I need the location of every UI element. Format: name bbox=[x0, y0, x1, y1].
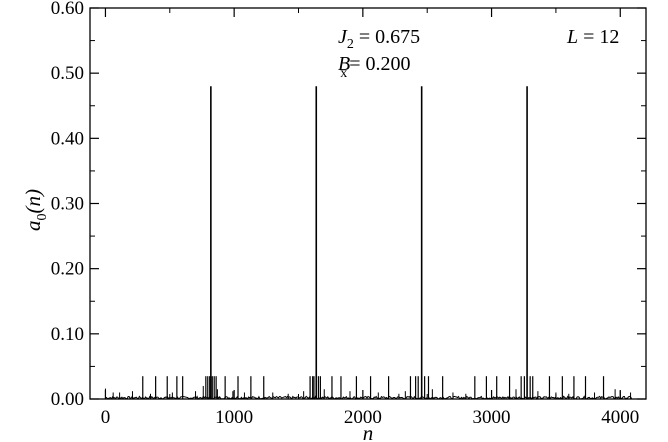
annotation-j2: J2 = 0.675 bbox=[338, 26, 420, 52]
annotation-system-size: L = 12 bbox=[566, 26, 619, 48]
baseline-noise bbox=[105, 395, 633, 400]
x-axis-title: n bbox=[363, 421, 374, 442]
x-tick-label: 4000 bbox=[601, 407, 639, 428]
annotation-bx: Bx = 0.200 bbox=[338, 53, 411, 81]
x-tick-label: 3000 bbox=[473, 407, 511, 428]
y-tick-label: 0.40 bbox=[51, 128, 84, 149]
y-tick-labels: 0.00 0.10 0.20 0.30 0.40 0.50 0.60 bbox=[51, 0, 84, 410]
y-axis-title: a0(n) bbox=[21, 189, 50, 231]
y-tick-label: 0.10 bbox=[51, 324, 84, 345]
x-tick-label: 2000 bbox=[344, 407, 382, 428]
data-series bbox=[104, 86, 633, 400]
y-tick-label: 0.30 bbox=[51, 194, 84, 215]
y-tick-label: 0.60 bbox=[51, 0, 84, 19]
x-tick-label: 0 bbox=[101, 407, 111, 428]
y-tick-label: 0.50 bbox=[51, 63, 84, 84]
y-tick-label: 0.00 bbox=[51, 389, 84, 410]
y-tick-label: 0.20 bbox=[51, 259, 84, 280]
x-tick-labels: 0 1000 2000 3000 4000 bbox=[101, 407, 640, 428]
x-tick-label: 1000 bbox=[215, 407, 253, 428]
